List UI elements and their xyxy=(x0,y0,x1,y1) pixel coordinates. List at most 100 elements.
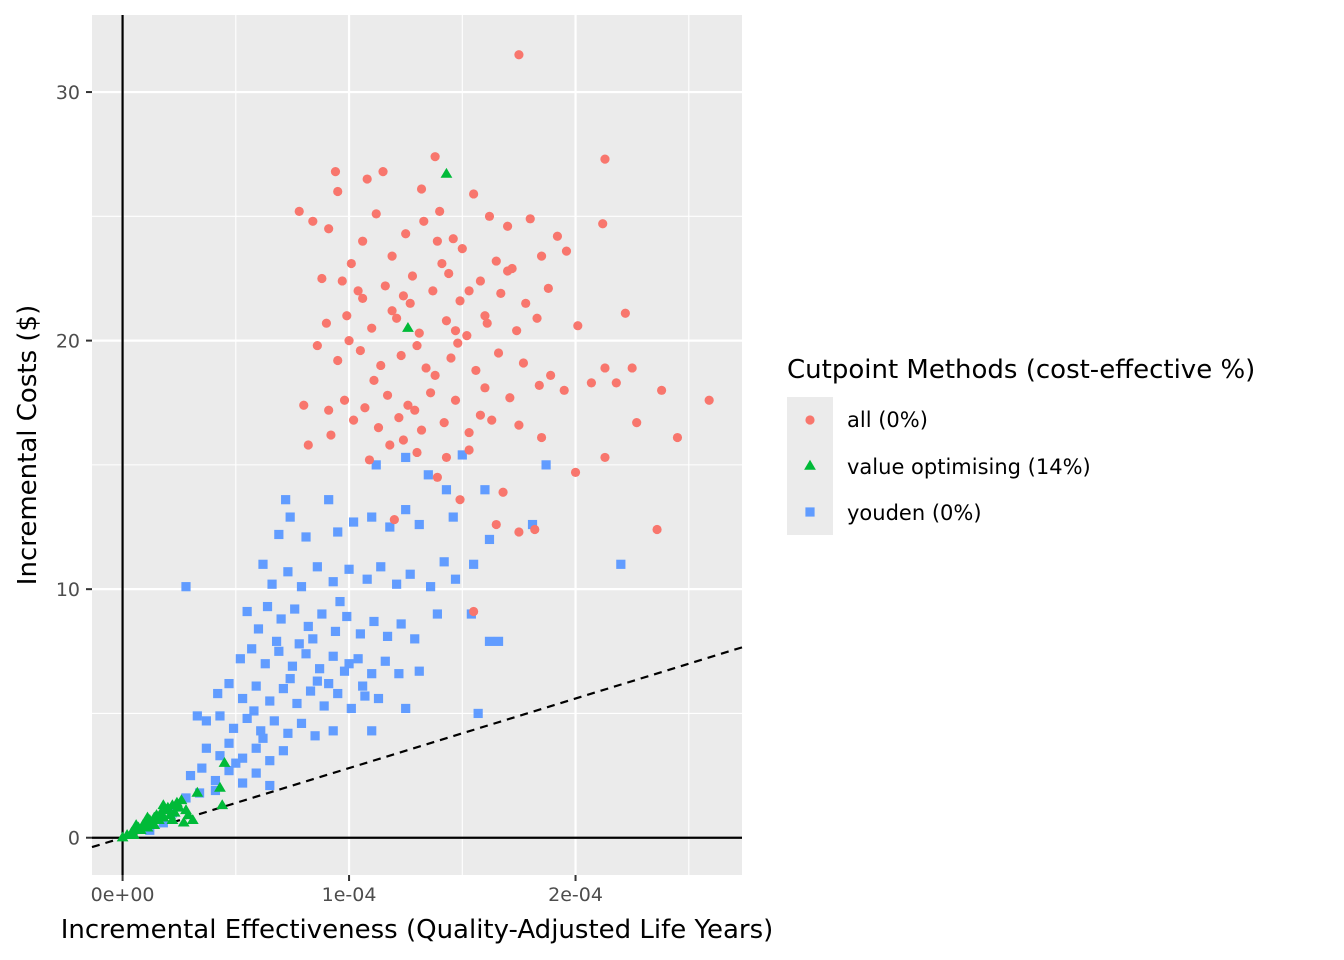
x-tick-label: 2e-04 xyxy=(548,884,603,906)
data-point-triangle xyxy=(402,321,414,332)
data-point-circle xyxy=(536,251,547,261)
data-point-circle xyxy=(672,432,683,443)
data-point-square xyxy=(319,701,329,711)
data-point-square xyxy=(256,726,266,736)
data-point-circle xyxy=(362,174,372,184)
data-point-triangle xyxy=(216,799,229,810)
data-point-square xyxy=(333,527,343,537)
data-point-circle xyxy=(444,268,454,279)
wtp-threshold-line xyxy=(91,646,743,849)
x-tick-label: 1e-04 xyxy=(322,884,377,906)
data-point-circle xyxy=(446,353,456,363)
data-point-triangle xyxy=(152,814,165,825)
data-point-square xyxy=(260,659,270,669)
data-point-square xyxy=(283,728,293,738)
legend-label-value-optimising: value optimising (14%) xyxy=(847,455,1091,479)
data-point-square xyxy=(303,621,313,632)
data-point-square xyxy=(425,582,436,592)
data-point-circle xyxy=(514,420,524,430)
data-point-circle xyxy=(378,166,388,177)
data-point-circle xyxy=(380,281,390,291)
data-point-circle xyxy=(398,291,409,301)
data-point-square xyxy=(401,505,411,515)
data-point-circle xyxy=(573,321,583,331)
data-point-triangle xyxy=(141,811,154,822)
data-point-square xyxy=(310,731,320,741)
data-point-square xyxy=(238,753,248,763)
x-axis-ticks: 0e+00 1e-04 2e-04 xyxy=(91,875,603,906)
data-point-triangle xyxy=(173,801,186,812)
data-point-circle xyxy=(389,514,399,525)
data-point-square xyxy=(258,559,268,569)
data-point-circle xyxy=(299,400,309,410)
data-point-circle xyxy=(543,283,553,294)
y-axis-ticks: 0 10 20 30 xyxy=(56,82,92,850)
plot-panel xyxy=(92,15,742,875)
data-point-square xyxy=(414,519,424,530)
data-point-circle xyxy=(493,348,504,358)
data-point-circle xyxy=(462,331,472,341)
data-point-square xyxy=(401,452,411,463)
data-point-circle xyxy=(355,345,365,356)
data-point-square xyxy=(224,738,234,748)
data-point-circle xyxy=(530,524,540,535)
data-point-circle xyxy=(394,413,404,423)
data-point-circle xyxy=(457,244,467,254)
legend: Cutpoint Methods (cost-effective %) all … xyxy=(787,355,1255,535)
data-point-circle xyxy=(430,152,440,162)
data-point-square xyxy=(367,512,377,522)
data-point-square xyxy=(231,758,241,768)
data-point-triangle xyxy=(116,831,129,842)
data-point-circle xyxy=(491,519,501,530)
data-point-square xyxy=(278,683,288,694)
data-point-square xyxy=(253,624,264,634)
data-point-circle xyxy=(344,336,354,346)
data-point-circle xyxy=(441,452,452,463)
data-point-square xyxy=(439,557,449,567)
data-point-square xyxy=(294,639,304,649)
data-point-square xyxy=(376,562,386,572)
data-point-circle xyxy=(450,326,461,336)
data-point-square xyxy=(210,775,221,786)
data-point-square xyxy=(373,693,384,704)
data-point-square xyxy=(181,793,191,803)
data-point-triangle xyxy=(134,824,147,834)
data-point-triangle xyxy=(214,781,226,792)
data-point-circle xyxy=(482,318,492,328)
data-point-circle xyxy=(421,363,431,373)
data-point-circle xyxy=(570,467,581,477)
data-point-square xyxy=(290,604,300,614)
data-point-square xyxy=(382,631,393,641)
data-point-circle xyxy=(321,318,332,328)
data-point-triangle xyxy=(175,794,188,805)
data-point-square xyxy=(267,579,277,589)
data-point-square xyxy=(616,559,626,569)
data-point-circle xyxy=(333,186,343,197)
data-point-circle xyxy=(333,355,343,366)
data-point-circle xyxy=(416,425,427,435)
data-point-square xyxy=(271,636,282,646)
data-point-circle xyxy=(439,418,449,428)
data-point-square xyxy=(469,559,479,569)
data-point-square xyxy=(405,569,415,579)
data-point-square xyxy=(473,708,483,719)
data-point-circle xyxy=(514,50,524,60)
data-point-circle xyxy=(437,258,447,269)
data-point-square xyxy=(235,654,245,664)
data-point-square xyxy=(274,529,284,540)
data-point-circle xyxy=(532,313,542,323)
data-point-square xyxy=(296,718,307,728)
data-point-square xyxy=(342,611,352,622)
data-point-circle xyxy=(428,286,438,296)
data-point-square xyxy=(396,619,406,629)
data-point-circle xyxy=(414,328,424,338)
data-point-circle xyxy=(464,286,474,296)
data-point-circle xyxy=(600,452,610,463)
data-point-circle xyxy=(419,216,429,226)
data-point-square xyxy=(312,562,322,572)
data-point-circle xyxy=(430,370,440,381)
data-point-circle xyxy=(407,271,418,281)
data-point-square xyxy=(394,669,404,679)
data-point-circle xyxy=(559,385,569,395)
